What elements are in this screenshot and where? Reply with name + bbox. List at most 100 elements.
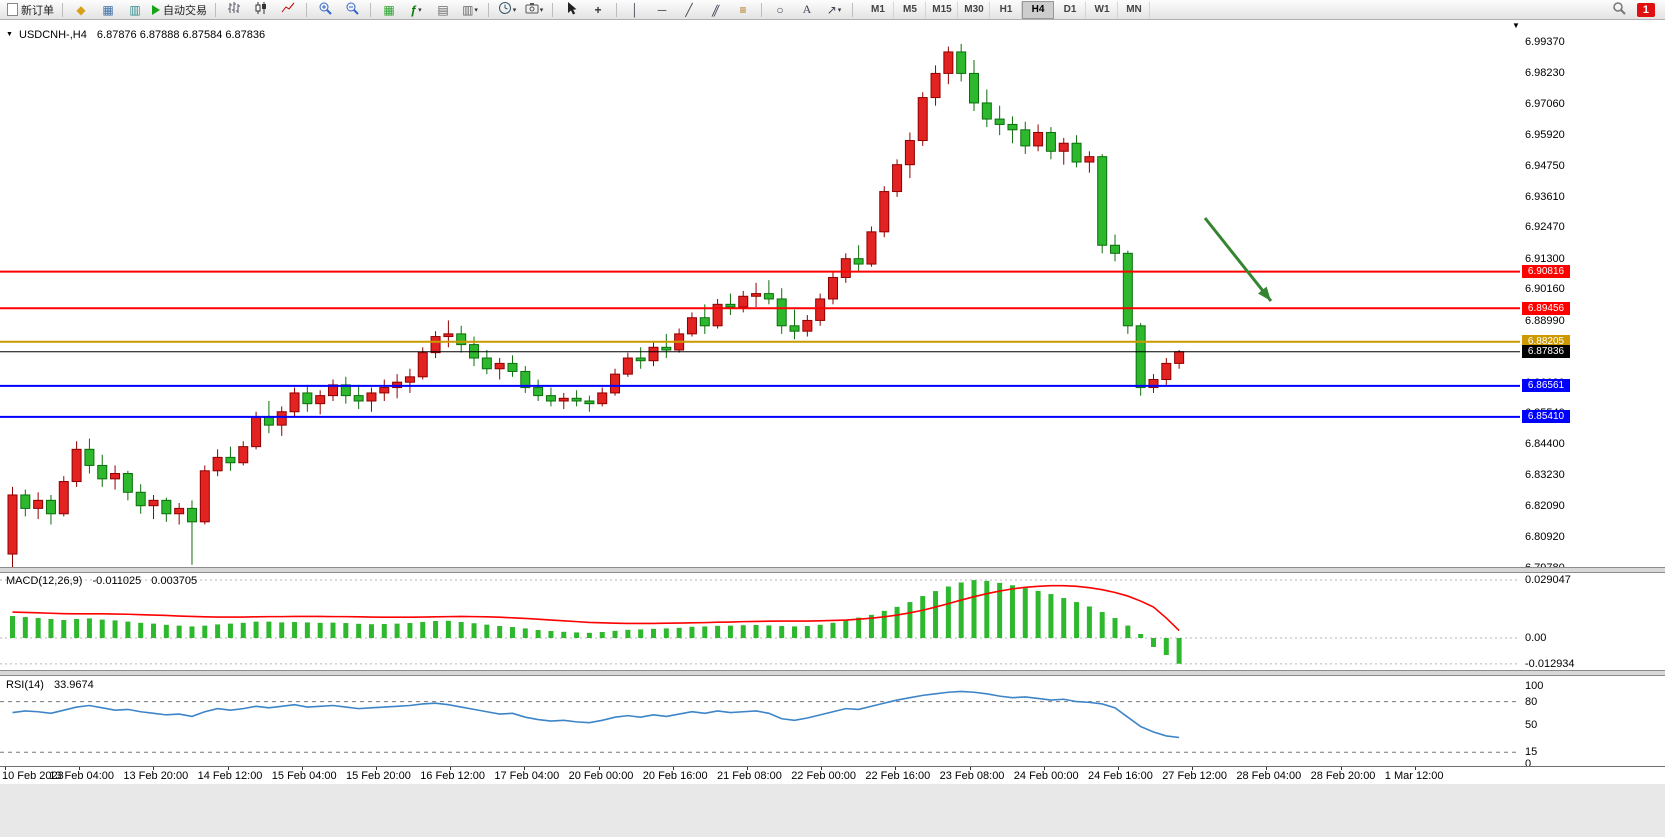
- time-axis-tick: [969, 767, 971, 770]
- arrow-tool-icon: ↗: [826, 2, 837, 17]
- chart-line-button[interactable]: [275, 0, 301, 20]
- toolbar-separator: [488, 2, 489, 17]
- toolbar-separator: [616, 2, 617, 17]
- timeframe-w1[interactable]: W1: [1086, 0, 1118, 19]
- data-window-button[interactable]: ▦: [95, 0, 121, 20]
- macd-pane-splitter[interactable]: [0, 567, 1665, 573]
- price-axis-tick: 6.84400: [1525, 437, 1565, 450]
- navigator-button[interactable]: ▥: [122, 0, 148, 20]
- search-icon: [1612, 1, 1626, 18]
- crosshair-button[interactable]: +: [585, 0, 611, 20]
- zoom-in-button[interactable]: [312, 0, 338, 20]
- line-chart-icon: [281, 1, 295, 18]
- price-axis-tick: 6.94750: [1525, 160, 1565, 173]
- tile-windows-button[interactable]: ▦: [376, 0, 402, 20]
- time-axis-tick: [821, 767, 823, 770]
- price-axis-tick: 6.80920: [1525, 531, 1565, 544]
- time-axis-label: 16 Feb 12:00: [420, 770, 486, 782]
- price-axis-caret-icon[interactable]: ▼: [1512, 21, 1520, 30]
- time-axis-label: 20 Feb 00:00: [568, 770, 634, 782]
- auto-trading-icon: [152, 4, 160, 15]
- one-click-trading-caret-icon[interactable]: ▼: [6, 31, 13, 38]
- timeframe-m30[interactable]: M30: [958, 0, 990, 19]
- channel-icon: ∥: [709, 2, 723, 17]
- chevron-down-icon: ▾: [474, 6, 478, 14]
- time-axis-tick: [895, 767, 897, 770]
- price-axis-tick: 6.93610: [1525, 190, 1565, 203]
- notification-badge[interactable]: 1: [1636, 2, 1655, 17]
- ellipse-icon: ○: [776, 2, 784, 17]
- search-button[interactable]: [1606, 0, 1632, 20]
- time-axis-label: 20 Feb 16:00: [642, 770, 708, 782]
- chart-symbol-period: USDCNH-,H4: [19, 29, 87, 41]
- timeframe-d1[interactable]: D1: [1054, 0, 1086, 19]
- time-axis-label: 21 Feb 08:00: [717, 770, 782, 782]
- zoom-out-button[interactable]: [339, 0, 365, 20]
- price-axis-tick: 6.95920: [1525, 128, 1565, 141]
- horizontal-line-icon: ─: [657, 2, 667, 17]
- template-icon: ▥: [462, 2, 474, 17]
- price-line-tag: 6.90816: [1522, 265, 1570, 279]
- time-axis-tick: [79, 767, 81, 770]
- rsi-value: 33.9674: [53, 679, 94, 691]
- snapshot-button[interactable]: ▾: [521, 0, 547, 20]
- channel-button[interactable]: ∥: [703, 0, 729, 20]
- vertical-line-icon: │: [631, 2, 639, 17]
- price-axis-tick: 6.97060: [1525, 98, 1565, 111]
- price-axis-tick: 6.99370: [1525, 36, 1565, 48]
- price-axis-tick: 6.83230: [1525, 469, 1565, 482]
- market-watch-button[interactable]: ◆: [68, 0, 94, 20]
- timeframe-m5[interactable]: M5: [894, 0, 926, 19]
- horizontal-line-button[interactable]: ─: [649, 0, 675, 20]
- macd-signal-value: 0.003705: [151, 575, 198, 587]
- timeframe-h1[interactable]: H1: [990, 0, 1022, 19]
- objects-list-button[interactable]: ▤: [430, 0, 456, 20]
- zoom-out-icon: [345, 1, 359, 18]
- auto-trading-button[interactable]: 自动交易: [149, 0, 210, 20]
- vertical-line-button[interactable]: │: [622, 0, 648, 20]
- fibonacci-button[interactable]: ≡: [730, 0, 756, 20]
- timeframe-mn[interactable]: MN: [1118, 0, 1150, 19]
- price-line-tag: 6.89456: [1522, 301, 1570, 315]
- window-footer: [0, 783, 1665, 837]
- time-axis-tick: [1340, 767, 1342, 770]
- trendline-button[interactable]: ╱: [676, 0, 702, 20]
- fibonacci-icon: ≡: [739, 2, 747, 17]
- auto-trading-label: 自动交易: [163, 4, 207, 17]
- clock-icon: [498, 1, 512, 18]
- shapes-button[interactable]: ○: [767, 0, 793, 20]
- time-axis-tick: [450, 767, 452, 770]
- price-axis-tick: 6.82090: [1525, 499, 1565, 512]
- time-axis-tick: [1266, 767, 1268, 770]
- chart-candles-button[interactable]: [248, 0, 274, 20]
- navigator-icon: ▥: [129, 2, 141, 17]
- time-axis-tick: [672, 767, 674, 770]
- grid-icon: ▦: [383, 2, 395, 17]
- time-axis-tick: [1043, 767, 1045, 770]
- text-tool-button[interactable]: A: [794, 0, 820, 20]
- rsi-pane-splitter[interactable]: [0, 670, 1665, 676]
- time-axis-label: 17 Feb 04:00: [494, 770, 560, 782]
- timeframe-m1[interactable]: M1: [862, 0, 894, 19]
- new-order-icon: [7, 3, 18, 16]
- timeframe-m15[interactable]: M15: [926, 0, 958, 19]
- new-order-label: 新订单: [21, 4, 54, 17]
- time-axis-tick: [1118, 767, 1119, 770]
- objects-icon: ▤: [437, 2, 449, 17]
- templates-button[interactable]: ▥ ▾: [457, 0, 483, 20]
- toolbar-separator: [852, 2, 853, 17]
- arrows-tool-button[interactable]: ↗ ▾: [821, 0, 847, 20]
- indicator-function-icon: ƒ: [410, 2, 418, 17]
- indicators-button[interactable]: ƒ ▾: [403, 0, 429, 20]
- toolbar-separator: [215, 2, 216, 17]
- time-axis-label: 14 Feb 12:00: [197, 770, 263, 782]
- cursor-button[interactable]: [558, 0, 584, 20]
- price-line-tag: 6.86561: [1522, 379, 1570, 393]
- timeframe-h4[interactable]: H4: [1022, 0, 1054, 19]
- time-axis-label: 24 Feb 16:00: [1088, 770, 1153, 782]
- period-button[interactable]: ▾: [494, 0, 520, 20]
- new-order-button[interactable]: 新订单: [4, 0, 57, 20]
- chart-canvas[interactable]: [0, 20, 1523, 766]
- chart-bars-button[interactable]: [221, 0, 247, 20]
